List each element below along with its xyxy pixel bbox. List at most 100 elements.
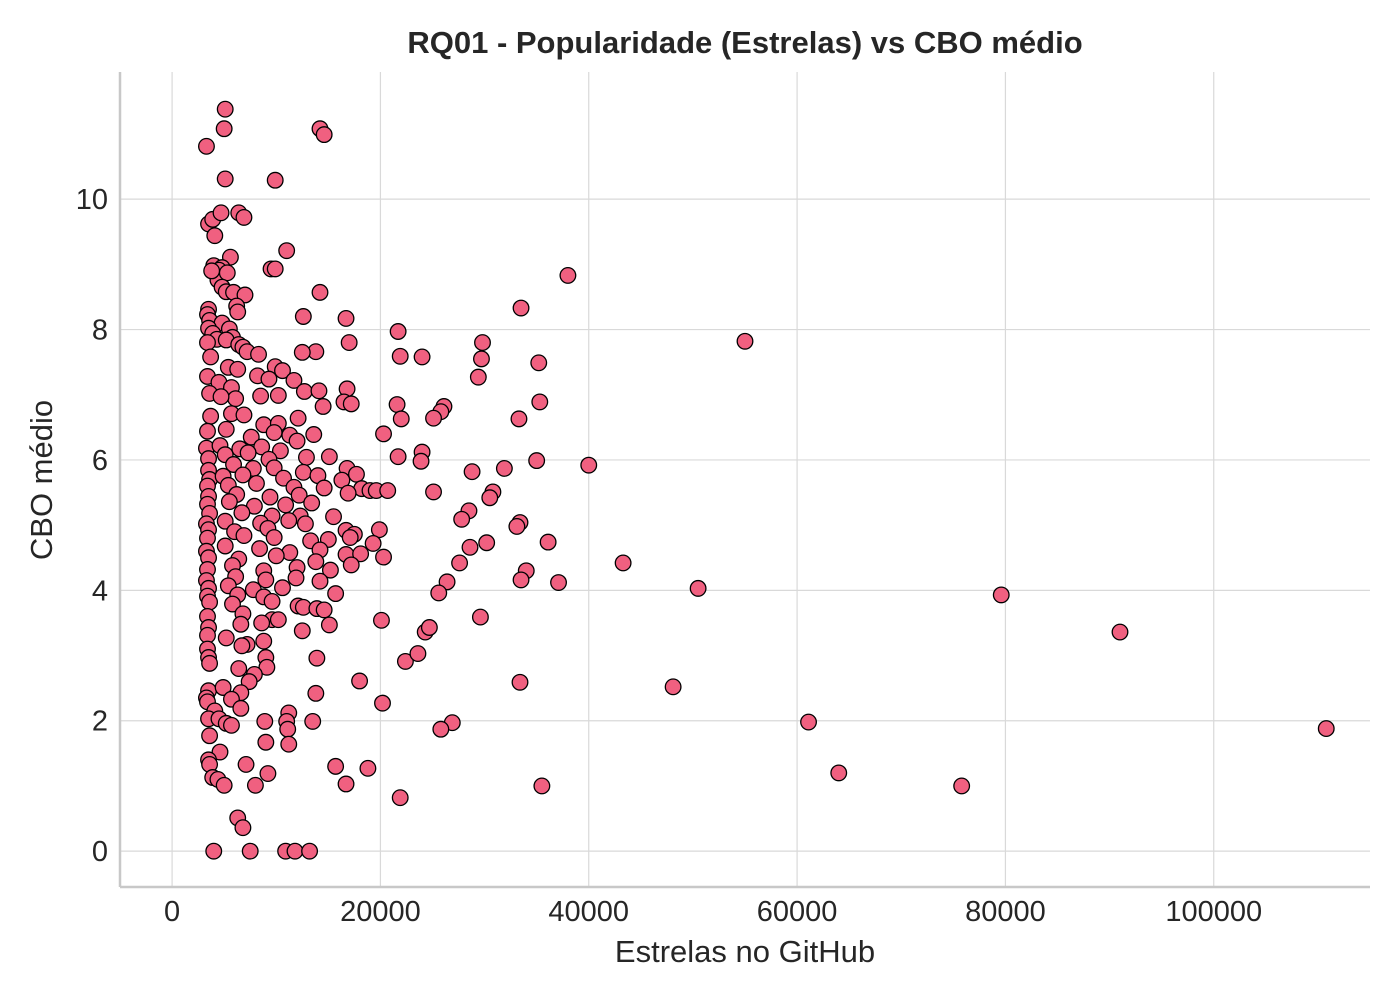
data-point [256,712,274,730]
data-point [295,383,313,400]
data-point [539,533,557,551]
data-point [260,370,278,388]
data-point [311,283,329,301]
data-point [224,595,241,613]
data-point [206,227,224,245]
data-point [250,345,267,363]
data-point [800,713,817,731]
data-point [451,554,469,572]
chart-title: RQ01 - Popularidade (Estrelas) vs CBO mé… [407,25,1082,60]
data-point [327,585,345,603]
data-point [391,789,409,807]
data-point [340,334,358,352]
x-tick-label: 100000 [1165,896,1262,928]
x-tick-label: 40000 [548,896,629,928]
data-point [232,615,250,633]
data-point [352,545,370,563]
data-point [375,425,392,443]
data-point [528,452,546,470]
y-tick-label: 0 [92,836,108,868]
data-point [266,260,284,278]
data-point [266,171,284,189]
data-point [277,496,295,514]
data-point [294,463,312,481]
data-point [229,303,247,321]
data-point [215,120,233,138]
data-point [253,614,271,632]
data-point [511,673,529,691]
data-point [235,208,253,226]
data-point [246,776,264,794]
data-point [412,452,430,470]
data-point [257,733,275,751]
data-point [216,512,234,530]
data-point [229,360,247,378]
data-point [248,474,265,492]
data-point [478,534,496,552]
data-point [202,407,220,425]
data-point [370,521,388,539]
data-point [351,672,369,690]
data-point [293,622,311,640]
data-point [201,593,219,611]
data-point [388,396,406,413]
data-point [392,410,410,428]
data-point [425,483,442,501]
y-tick-label: 10 [76,184,108,216]
data-point [471,608,489,626]
data-point [216,170,234,188]
data-point [215,776,233,794]
data-point [251,540,269,558]
x-axis-label: Estrelas no GitHub [615,934,875,969]
x-tick-label: 80000 [965,896,1046,928]
data-point [293,343,311,361]
data-point [531,393,549,411]
data-point [396,652,414,670]
data-point [216,100,234,118]
data-point [203,262,221,280]
data-point [320,616,338,634]
data-point [212,388,230,406]
data-point [337,310,355,327]
data-point [689,579,707,597]
data-point [201,654,219,672]
data-point [217,420,235,438]
data-point [348,465,365,483]
data-point [495,459,513,477]
data-point [373,611,390,629]
data-point [271,442,289,460]
data-point [225,456,242,473]
data-point [314,398,332,415]
data-point [389,323,407,340]
data-point [214,679,232,696]
data-point [239,444,257,462]
data-point [258,658,276,676]
data-point [201,727,219,745]
data-point [315,126,333,144]
data-point [453,510,471,528]
data-point [425,409,442,427]
data-point [241,842,259,860]
data-point [267,547,285,565]
x-tick-label: 0 [164,896,180,928]
data-point [374,694,391,712]
data-point [559,266,577,284]
data-point [298,448,315,466]
data-point [234,466,252,484]
data-point [510,410,528,428]
data-point [257,571,275,589]
data-point [1317,720,1335,738]
data-point [614,554,632,572]
x-tick-labels: 0 20000 40000 60000 80000 100000 [164,896,1262,928]
x-tick-label: 60000 [757,896,838,928]
data-point [359,759,377,777]
data-point [259,765,277,783]
data-point [512,299,530,317]
data-point [308,649,326,667]
data-point [290,486,308,504]
data-point [315,479,333,497]
data-point [287,569,305,587]
data-point [261,488,279,506]
data-point [473,350,490,368]
